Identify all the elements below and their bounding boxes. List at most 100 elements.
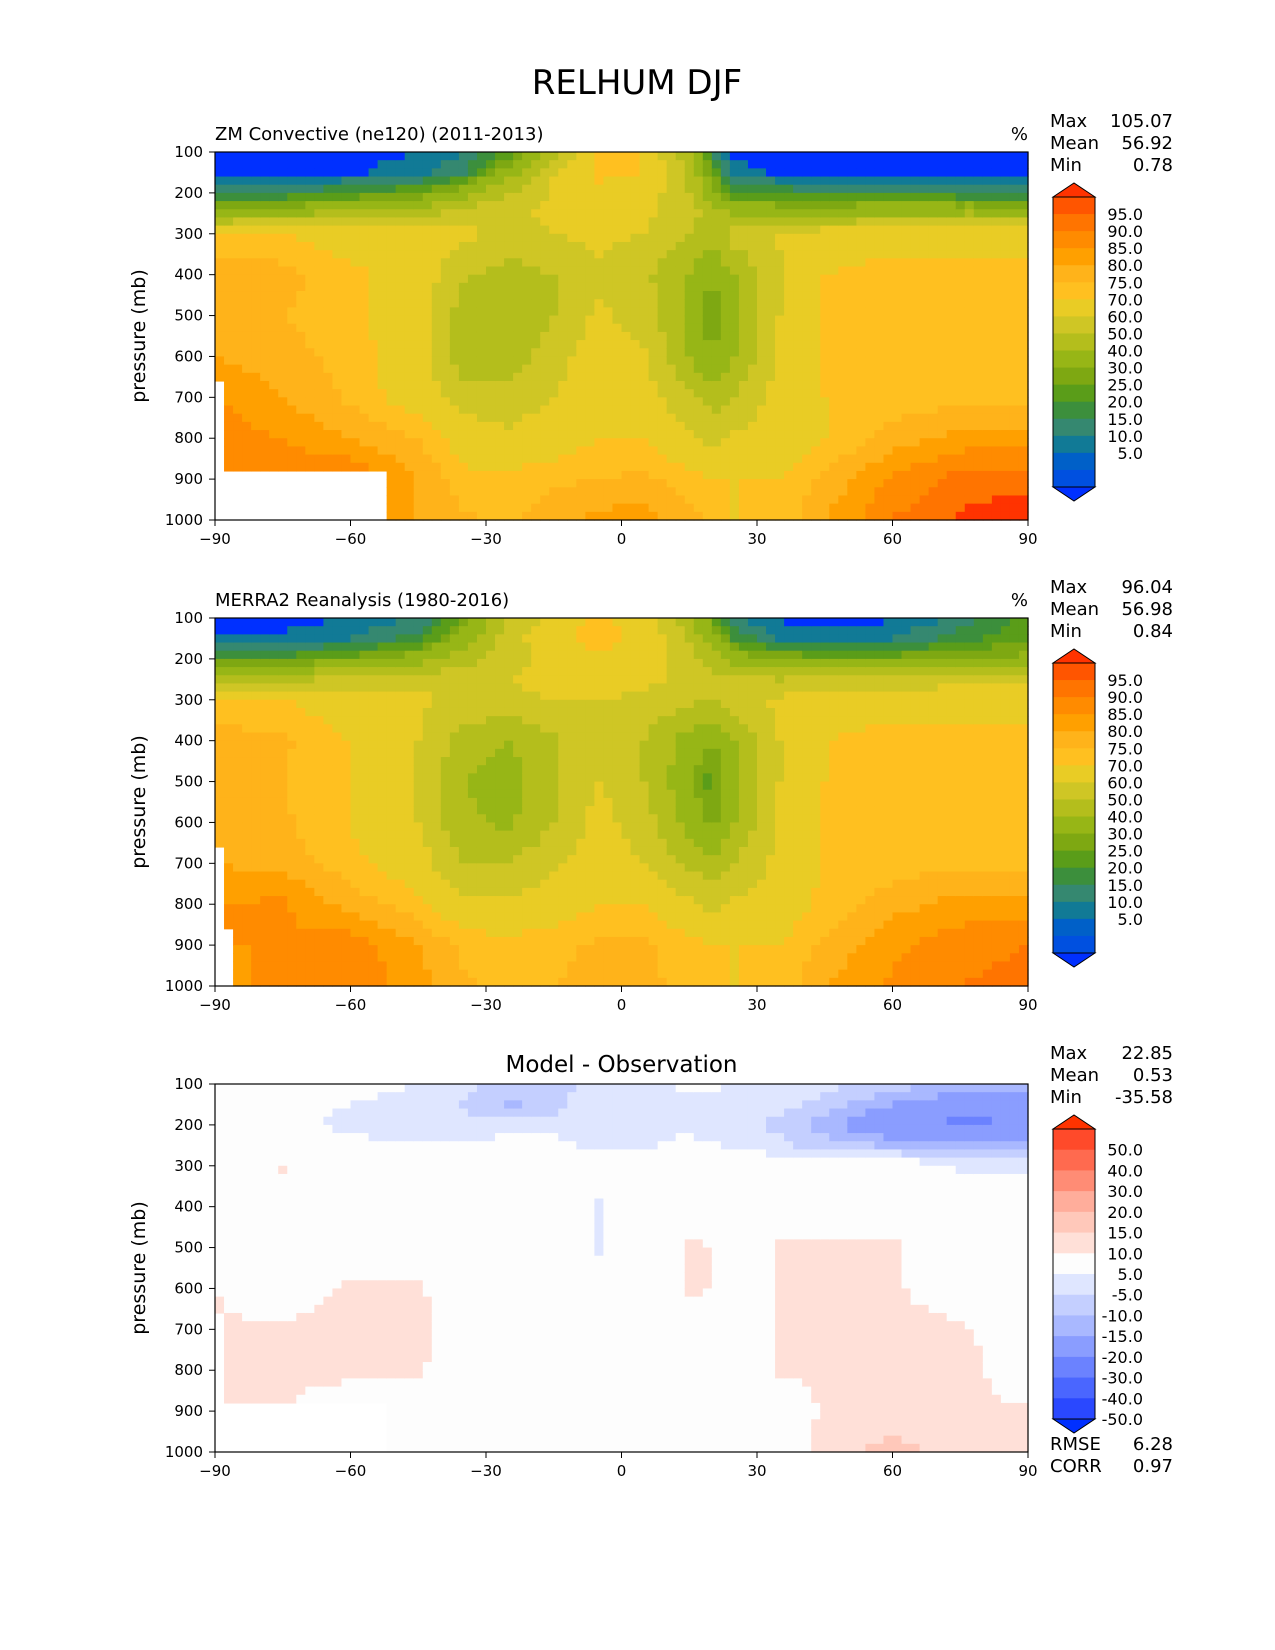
contour-cell — [711, 217, 722, 227]
contour-cell — [504, 233, 514, 243]
contour-cell — [702, 413, 713, 423]
colorbar-swatch — [1053, 350, 1095, 369]
contour-cell — [513, 209, 523, 219]
contour-cell — [639, 438, 650, 447]
contour-cell — [540, 184, 550, 194]
contour-cell — [738, 258, 749, 268]
contour-cell — [549, 438, 559, 447]
contour-cell — [377, 299, 388, 308]
contour-cell — [775, 446, 785, 456]
contour-cell — [386, 348, 397, 358]
contour-cell — [233, 233, 243, 243]
contour-cell — [991, 241, 1002, 251]
contour-cell — [657, 331, 668, 341]
contour-cell — [305, 201, 315, 210]
contour-cell — [757, 331, 767, 341]
contour-cell — [865, 348, 876, 358]
contour-cell — [314, 814, 324, 824]
contour-cell — [278, 331, 288, 341]
contour-cell — [747, 233, 758, 243]
colorbar-swatch — [1053, 333, 1095, 352]
contour-cell — [242, 454, 252, 464]
contour-cell — [531, 282, 541, 292]
contour-cell — [251, 658, 261, 668]
contour-cell — [820, 421, 830, 431]
contour-cell — [350, 707, 361, 717]
contour-cell — [531, 487, 541, 497]
contour-cell — [350, 626, 361, 635]
contour-cell — [395, 233, 406, 243]
contour-cell — [251, 446, 261, 456]
contour-cell — [540, 397, 550, 407]
contour-cell — [784, 397, 794, 407]
contour-cell — [224, 446, 234, 456]
contour-cell — [793, 405, 803, 415]
contour-cell — [341, 438, 352, 447]
contour-cell — [1018, 479, 1029, 488]
contour-cell — [594, 356, 605, 366]
contour-cell — [892, 462, 903, 472]
contour-cell — [386, 380, 397, 390]
contour-cell — [359, 323, 370, 333]
contour-cell — [738, 168, 749, 178]
contour-cell — [937, 380, 948, 390]
contour-cell — [278, 323, 288, 333]
contour-cell — [305, 699, 315, 709]
contour-cell — [269, 814, 279, 824]
contour-cell — [476, 168, 487, 178]
contour-cell — [476, 348, 487, 358]
contour-cell — [540, 495, 550, 505]
contour-cell — [350, 340, 361, 349]
contour-cell — [287, 920, 297, 930]
contour-cell — [242, 192, 252, 202]
contour-cell — [856, 372, 866, 382]
contour-cell — [368, 192, 379, 202]
contour-cell — [260, 430, 270, 439]
contour-cell — [793, 241, 803, 251]
contour-cell — [323, 299, 334, 308]
contour-cell — [495, 201, 505, 210]
contour-cell — [368, 691, 379, 701]
contour-cell — [242, 757, 252, 766]
contour-cell — [802, 495, 812, 505]
contour-cell — [224, 266, 234, 276]
contour-cell — [413, 405, 424, 415]
contour-cell — [964, 487, 975, 497]
contour-cell — [395, 887, 406, 897]
contour-cell — [874, 340, 885, 349]
contour-cell — [802, 438, 812, 447]
contour-cell — [467, 372, 478, 382]
contour-cell — [531, 217, 541, 227]
contour-cell — [820, 430, 830, 439]
contour-cell — [729, 233, 740, 243]
contour-cell — [1009, 364, 1020, 374]
units-label: % — [1011, 124, 1028, 145]
contour-cell — [793, 291, 803, 300]
contour-cell — [395, 642, 406, 652]
contour-cell — [495, 446, 505, 456]
contour-cell — [775, 340, 785, 349]
contour-cell — [793, 438, 803, 447]
contour-cell — [549, 152, 559, 161]
contour-cell — [305, 618, 315, 627]
contour-cell — [413, 201, 424, 210]
contour-cell — [910, 438, 921, 447]
contour-cell — [540, 430, 550, 439]
contour-cell — [910, 495, 921, 505]
contour-cell — [603, 389, 614, 398]
contour-cell — [278, 945, 288, 954]
contour-cell — [784, 274, 794, 284]
contour-cell — [946, 438, 957, 447]
contour-cell — [793, 168, 803, 178]
contour-cell — [621, 495, 632, 505]
contour-cell — [395, 789, 406, 799]
contour-cell — [314, 650, 324, 660]
contour-cell — [224, 323, 234, 333]
contour-cell — [820, 282, 830, 292]
contour-cell — [829, 348, 839, 358]
contour-cell — [594, 225, 605, 235]
contour-cell — [820, 241, 830, 251]
contour-cell — [495, 282, 505, 292]
contour-cell — [937, 299, 948, 308]
contour-cell — [278, 405, 288, 415]
